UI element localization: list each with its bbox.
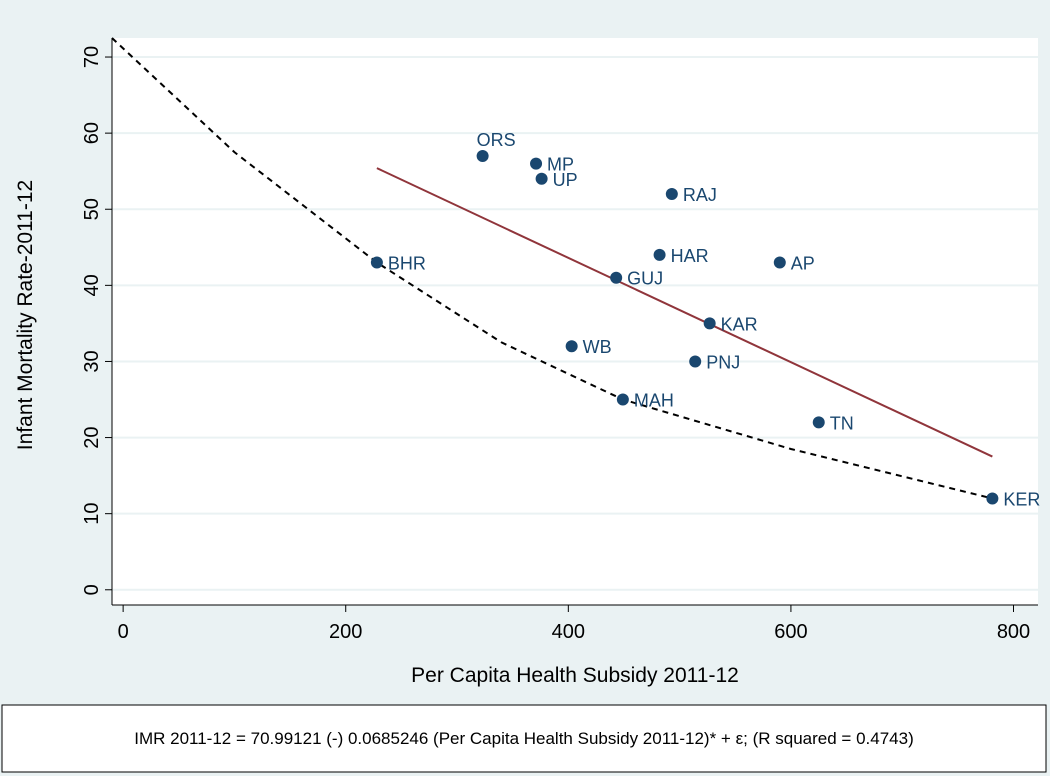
point xyxy=(535,172,548,185)
x-tick-label: 600 xyxy=(774,621,807,643)
y-axis-title: Infant Mortality Rate-2011-12 xyxy=(14,180,37,450)
y-tick-label: 40 xyxy=(81,274,103,296)
x-tick-label: 800 xyxy=(997,621,1030,643)
y-tick-label: 10 xyxy=(81,503,103,525)
point-label: RAJ xyxy=(683,185,717,205)
point xyxy=(476,149,489,162)
point xyxy=(665,188,678,201)
note: IMR 2011-12 = 70.99121 (-) 0.0685246 (Pe… xyxy=(134,729,914,748)
point-label: WB xyxy=(583,337,612,357)
x-tick-label: 200 xyxy=(329,621,362,643)
point-label: ORS xyxy=(477,130,516,150)
fitted-curve xyxy=(111,37,993,500)
point-label: KAR xyxy=(721,314,758,334)
point-label: MP xyxy=(547,155,574,175)
point xyxy=(610,271,623,284)
point xyxy=(703,317,716,330)
point-label: KER xyxy=(1003,489,1040,509)
point xyxy=(370,256,383,269)
point-label: HAR xyxy=(671,246,709,266)
point xyxy=(773,256,786,269)
point xyxy=(616,393,629,406)
point-label: TN xyxy=(830,413,854,433)
x-axis-title: Per Capita Health Subsidy 2011-12 xyxy=(411,664,739,687)
plot-area xyxy=(112,38,1038,605)
note-box xyxy=(1,704,1047,773)
point-label: PNJ xyxy=(706,352,740,372)
y-tick-label: 50 xyxy=(81,198,103,220)
point-label: GUJ xyxy=(627,269,663,289)
y-tick-label: 20 xyxy=(81,426,103,448)
point-label: MAH xyxy=(634,391,674,411)
point-label: UP xyxy=(553,170,578,190)
point xyxy=(565,340,578,353)
point-label: AP xyxy=(791,254,815,274)
point xyxy=(986,492,999,505)
y-tick-label: 30 xyxy=(81,350,103,372)
point xyxy=(812,416,825,429)
y-tick-label: 60 xyxy=(81,122,103,144)
point xyxy=(689,355,702,368)
x-tick-label: 400 xyxy=(552,621,585,643)
point xyxy=(530,157,543,170)
point xyxy=(653,248,666,261)
fit-line xyxy=(376,167,993,458)
x-tick-label: 0 xyxy=(118,621,129,643)
y-tick-label: 70 xyxy=(81,46,103,68)
point-label: BHR xyxy=(388,254,426,274)
y-tick-label: 0 xyxy=(81,584,103,595)
